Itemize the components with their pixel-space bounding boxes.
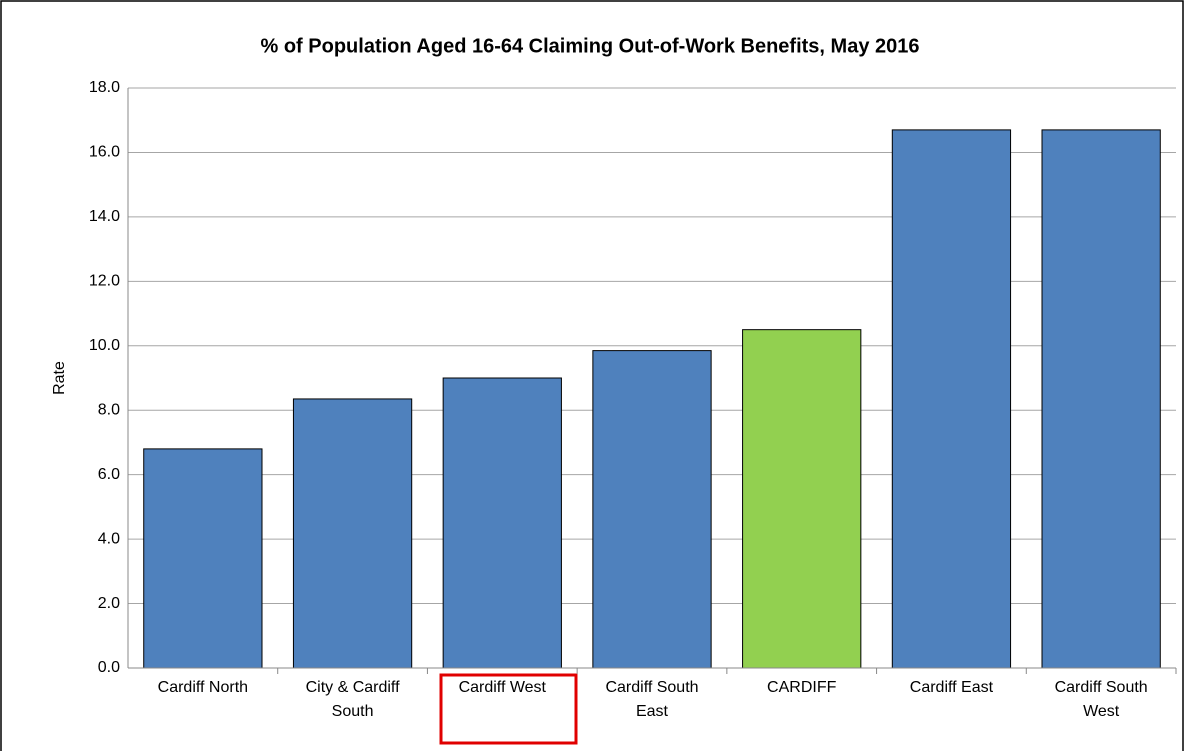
bar	[592, 350, 712, 669]
x-tick-label: Cardiff North	[157, 679, 249, 696]
bar	[143, 448, 263, 669]
bar	[292, 398, 413, 669]
bar	[1041, 129, 1161, 669]
highlight-box	[439, 673, 578, 745]
y-tick-label: 14.0	[89, 208, 120, 225]
y-tick-label: 6.0	[98, 466, 120, 483]
x-tick-label: Cardiff South East	[605, 679, 699, 720]
y-tick-label: 10.0	[89, 337, 120, 354]
x-tick-label: Cardiff South West	[1054, 679, 1148, 720]
x-tick-label: Cardiff West	[458, 679, 546, 696]
y-tick-label: 2.0	[98, 595, 120, 612]
y-tick-label: 12.0	[89, 273, 120, 290]
chart-title: % of Population Aged 16-64 Claiming Out-…	[261, 35, 920, 57]
x-tick-label: City & Cardiff South	[305, 679, 400, 720]
bar	[442, 377, 562, 669]
bar	[891, 129, 1012, 669]
x-tick-label: CARDIFF	[767, 679, 837, 696]
y-axis-label: Rate	[51, 361, 68, 395]
x-tick-label: Cardiff East	[909, 679, 994, 696]
y-tick-label: 16.0	[89, 144, 120, 161]
y-tick-label: 18.0	[89, 79, 120, 96]
y-tick-label: 0.0	[98, 659, 120, 676]
y-tick-label: 8.0	[98, 401, 120, 418]
bar	[742, 329, 862, 669]
y-tick-label: 4.0	[98, 530, 120, 547]
